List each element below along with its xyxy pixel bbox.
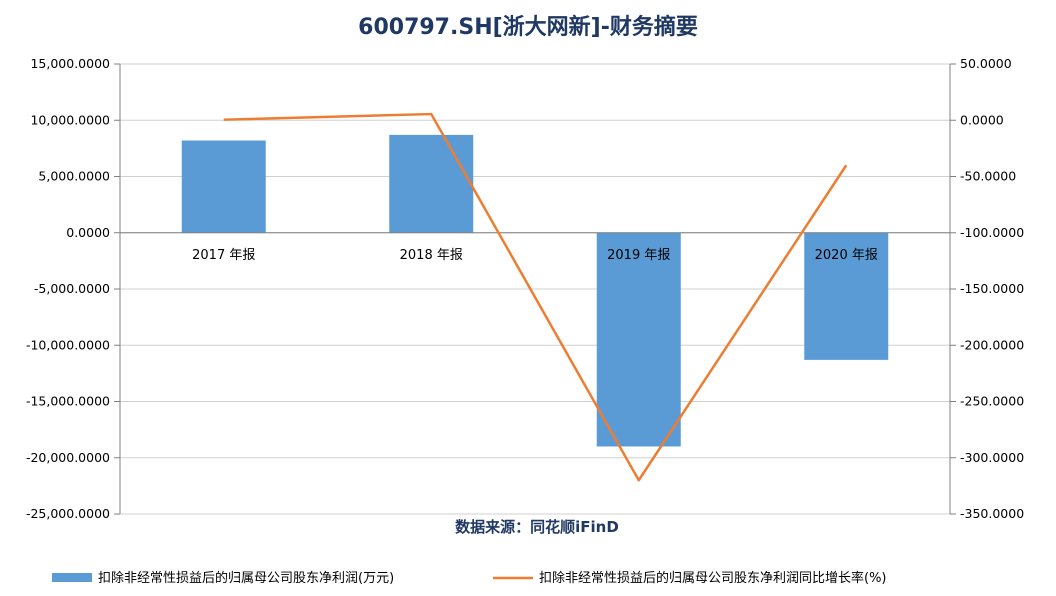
right-axis-tick-label: -350.0000 <box>960 506 1024 521</box>
legend-bar-swatch <box>52 573 92 582</box>
growth-rate-line <box>223 112 848 482</box>
data-source-label: 数据来源：同花顺iFinD <box>455 518 619 536</box>
legend: 扣除非经常性损益后的归属母公司股东净利润(万元) 扣除非经常性损益后的归属母公司股… <box>52 570 887 586</box>
right-axis-tick-label: 0.0000 <box>960 112 1004 127</box>
right-axis-tick-label: -100.0000 <box>960 225 1024 240</box>
axes <box>114 63 956 515</box>
left-axis-tick-label: 10,000.0000 <box>30 112 110 127</box>
right-axis-tick-label: -200.0000 <box>960 337 1024 352</box>
bar-series <box>181 134 889 447</box>
left-axis-tick-label: 0.0000 <box>66 225 110 240</box>
bar <box>389 134 474 233</box>
category-label: 2019 年报 <box>607 248 670 263</box>
category-label: 2017 年报 <box>192 248 255 263</box>
chart-title: 600797.SH[浙大网新]-财务摘要 <box>358 14 698 40</box>
left-axis-tick-label: -5,000.0000 <box>34 281 110 296</box>
category-label: 2020 年报 <box>815 248 878 263</box>
right-axis-tick-label: -150.0000 <box>960 281 1024 296</box>
left-axis-tick-label: 5,000.0000 <box>38 169 110 184</box>
bar <box>181 140 266 233</box>
right-axis-tick-label: -250.0000 <box>960 394 1024 409</box>
tick-labels: 15,000.0000 10,000.0000 5,000.0000 0.0000 -5… <box>26 56 1024 521</box>
line-series <box>223 112 848 482</box>
left-axis-tick-label: -25,000.0000 <box>26 506 110 521</box>
legend-bar-label: 扣除非经常性损益后的归属母公司股东净利润(万元) <box>98 570 394 586</box>
right-axis-tick-label: -50.0000 <box>960 169 1016 184</box>
bar <box>804 232 889 360</box>
left-axis-tick-label: -15,000.0000 <box>26 394 110 409</box>
category-label: 2018 年报 <box>400 248 463 263</box>
right-axis-tick-label: 50.0000 <box>960 56 1012 71</box>
left-axis-tick-label: -20,000.0000 <box>26 450 110 465</box>
bar <box>596 232 681 447</box>
left-axis-tick-label: 15,000.0000 <box>30 56 110 71</box>
left-axis-tick-label: -10,000.0000 <box>26 337 110 352</box>
right-axis-tick-label: -300.0000 <box>960 450 1024 465</box>
legend-line-label: 扣除非经常性损益后的归属母公司股东净利润同比增长率(%) <box>539 570 887 586</box>
